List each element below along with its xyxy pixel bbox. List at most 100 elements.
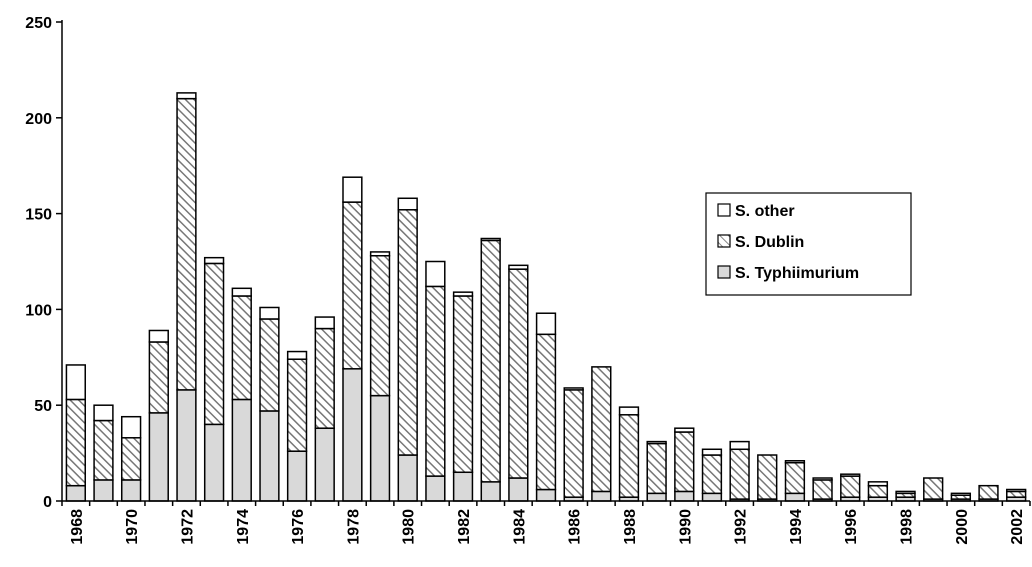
bar-s-other-1968 — [65, 364, 86, 401]
x-tick-label-1996: 1996 — [843, 509, 860, 545]
bar-s-typhiimurium-1991 — [701, 492, 723, 502]
bar-s-other-1979 — [369, 251, 391, 257]
y-tick-label-0: 0 — [43, 494, 52, 511]
bar-s-dublin-1982 — [452, 295, 474, 474]
bar-s-typhiimurium-1969 — [93, 479, 114, 502]
bar-s-typhiimurium-1989 — [646, 492, 667, 502]
bar-s-typhiimurium-1973 — [203, 423, 225, 502]
bar-s-dublin-1969 — [93, 419, 114, 481]
bar-s-dublin-1984 — [508, 268, 529, 479]
bar-s-dublin-1983 — [480, 239, 501, 483]
bar-s-dublin-1975 — [259, 318, 280, 412]
bar-s-dublin-1991 — [701, 454, 723, 495]
bar-s-other-1983 — [480, 237, 501, 242]
bar-s-dublin-1971 — [148, 341, 169, 414]
bar-s-dublin-1990 — [674, 431, 695, 493]
bar-s-dublin-1994 — [784, 461, 806, 495]
bar-s-dublin-2001 — [978, 484, 999, 500]
bar-s-dublin-1974 — [231, 295, 252, 401]
x-tick-label-1972: 1972 — [179, 509, 196, 545]
y-tick-label-200: 200 — [25, 111, 52, 128]
bar-s-other-1977 — [314, 316, 335, 330]
x-tick-label-1968: 1968 — [69, 509, 86, 545]
x-tick-label-1990: 1990 — [677, 509, 694, 545]
bar-s-dublin-1995 — [812, 479, 833, 500]
legend-swatch-s-dublin — [717, 234, 731, 248]
bar-s-other-1988 — [618, 406, 640, 416]
bar-s-other-1996 — [840, 473, 861, 477]
bar-s-typhiimurium-1976 — [286, 450, 308, 502]
bar-s-dublin-1978 — [342, 201, 363, 370]
bar-s-other-1969 — [93, 404, 114, 422]
bar-s-other-1985 — [535, 312, 557, 336]
bar-s-dublin-2002 — [1006, 490, 1027, 498]
bar-s-dublin-1968 — [65, 398, 86, 487]
x-tick-label-1986: 1986 — [567, 509, 584, 545]
x-tick-label-1978: 1978 — [345, 509, 362, 545]
bar-s-other-1992 — [729, 440, 750, 451]
x-tick-label-1984: 1984 — [511, 509, 528, 545]
bar-s-dublin-1997 — [867, 484, 889, 498]
bar-s-typhiimurium-1987 — [591, 490, 612, 502]
x-tick-label-1982: 1982 — [456, 509, 473, 545]
legend-label-s-other: S. other — [735, 203, 795, 220]
bar-s-dublin-1987 — [591, 366, 612, 493]
x-tick-label-2000: 2000 — [954, 509, 971, 545]
bar-s-typhiimurium-1968 — [65, 484, 86, 502]
bar-s-dublin-1988 — [618, 414, 640, 498]
bar-s-other-1994 — [784, 460, 806, 464]
bar-s-other-1982 — [452, 291, 474, 297]
y-tick-label-250: 250 — [25, 15, 52, 32]
bar-s-typhiimurium-1978 — [342, 368, 363, 502]
bar-s-dublin-1981 — [425, 285, 446, 477]
x-tick-label-1974: 1974 — [235, 509, 252, 545]
bar-s-dublin-1993 — [757, 454, 778, 500]
bar-s-other-1970 — [120, 415, 142, 439]
bar-s-typhiimurium-1977 — [314, 427, 335, 502]
x-tick-label-1980: 1980 — [401, 509, 418, 545]
bar-s-dublin-1979 — [369, 255, 391, 397]
x-tick-label-1998: 1998 — [899, 509, 916, 545]
bar-s-other-1978 — [342, 176, 363, 203]
bar-s-other-1971 — [148, 329, 169, 343]
x-tick-label-1970: 1970 — [124, 509, 141, 545]
bar-s-dublin-1996 — [840, 475, 861, 498]
x-tick-label-1976: 1976 — [290, 509, 307, 545]
bar-s-dublin-1986 — [563, 389, 584, 498]
bars — [65, 92, 1027, 502]
bar-s-other-2002 — [1006, 488, 1027, 493]
bar-s-typhiimurium-1994 — [784, 492, 806, 502]
bar-s-dublin-1976 — [286, 358, 308, 452]
bar-s-typhiimurium-1970 — [120, 479, 142, 502]
legend: S. other S. Dublin S. Typhiimurium — [705, 192, 912, 296]
bar-s-other-1990 — [674, 427, 695, 433]
x-tick-label-1994: 1994 — [788, 509, 805, 545]
axes: 0 50 100 150 200 250 1968 1970 1972 1974 1976 1978 1… — [25, 15, 1031, 545]
bar-s-other-1975 — [259, 306, 280, 320]
bar-s-other-1972 — [176, 92, 197, 100]
bar-s-other-1991 — [701, 448, 723, 456]
bar-s-typhiimurium-1984 — [508, 477, 529, 502]
bar-s-dublin-1989 — [646, 442, 667, 495]
bar-s-typhiimurium-1975 — [259, 410, 280, 502]
bar-s-dublin-1972 — [176, 97, 197, 391]
bar-s-other-1998 — [895, 490, 916, 495]
bar-s-dublin-1980 — [397, 209, 418, 456]
bar-s-other-1973 — [203, 256, 225, 265]
legend-box — [705, 192, 912, 296]
bar-s-dublin-1970 — [120, 437, 142, 481]
bar-s-other-2000 — [950, 492, 972, 497]
bar-s-other-1974 — [231, 287, 252, 297]
bar-s-typhiimurium-1981 — [425, 475, 446, 502]
bar-s-other-1976 — [286, 350, 308, 360]
bar-s-dublin-1999 — [923, 477, 944, 500]
bar-s-typhiimurium-1974 — [231, 398, 252, 502]
bar-s-typhiimurium-1983 — [480, 481, 501, 502]
bar-s-typhiimurium-1985 — [535, 488, 557, 502]
y-tick-label-150: 150 — [25, 207, 52, 224]
bar-s-other-1997 — [867, 481, 889, 487]
legend-label-s-typhiimurium: S. Typhiimurium — [735, 265, 859, 282]
bar-s-typhiimurium-1982 — [452, 471, 474, 502]
bar-s-typhiimurium-1972 — [176, 389, 197, 502]
